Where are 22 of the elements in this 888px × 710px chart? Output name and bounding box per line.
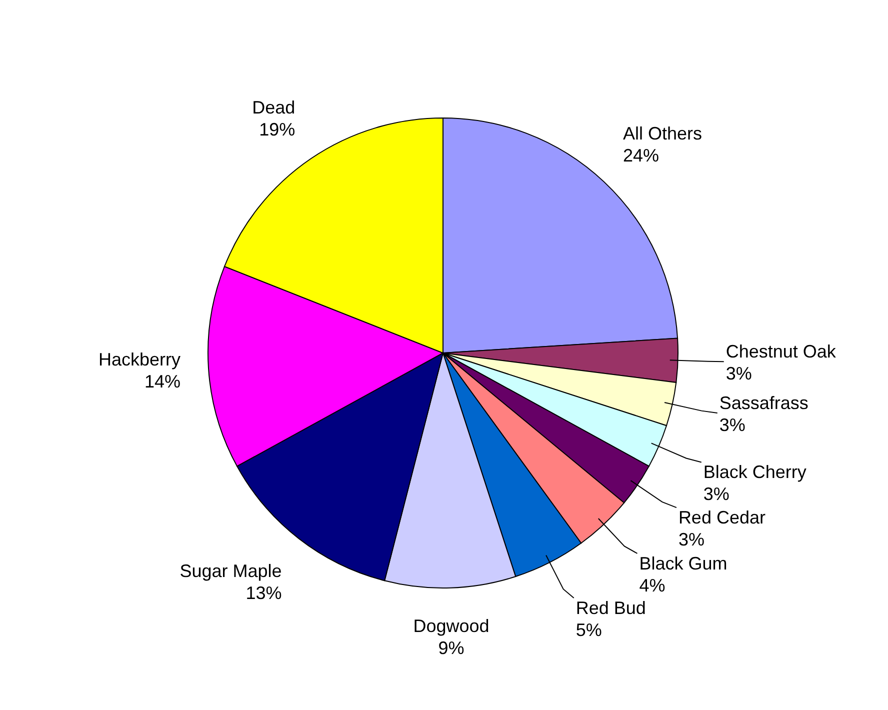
slice-label: Sugar Maple <box>180 560 282 581</box>
slice-label: Hackberry <box>98 350 181 370</box>
data-label: 24% <box>623 145 660 166</box>
data-label: 3% <box>678 530 704 550</box>
data-label: 14% <box>144 372 181 392</box>
slice-label: Sassafrass <box>719 392 808 413</box>
slice-label: Chestnut Oak <box>726 342 837 362</box>
data-label: 3% <box>719 414 746 435</box>
data-label: 9% <box>438 638 464 658</box>
data-label: 19% <box>259 119 296 140</box>
slice-label: Red Bud <box>576 598 646 618</box>
slice-label: Dogwood <box>413 616 490 636</box>
slice-label: All Others <box>623 123 702 144</box>
data-label: 13% <box>246 582 282 603</box>
data-label: 3% <box>726 364 752 384</box>
data-label: 5% <box>576 620 602 640</box>
slice-label: Black Gum <box>639 553 728 574</box>
slice-label: Dead <box>252 97 296 118</box>
data-label: 3% <box>703 484 730 504</box>
data-label: 4% <box>639 575 666 596</box>
slice-label: Black Cherry <box>703 462 806 482</box>
slice-label: Red Cedar <box>678 508 766 528</box>
